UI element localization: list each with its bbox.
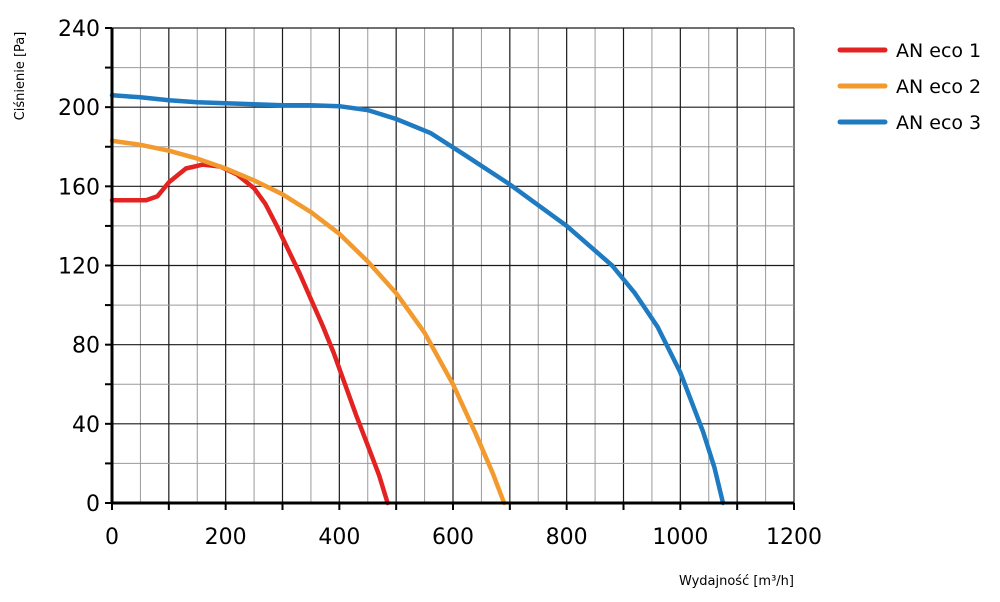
series-line-3 (109, 93, 726, 506)
x-tick-label: 200 (205, 525, 247, 550)
series-line-2 (109, 138, 507, 506)
x-tick-label: 400 (318, 525, 360, 550)
series-lines (109, 93, 726, 506)
legend-label: AN eco 3 (896, 112, 981, 134)
x-tick-label: 1000 (652, 525, 708, 550)
y-tick-label: 0 (86, 492, 100, 517)
y-tick-label: 80 (72, 334, 100, 359)
series-line-1 (109, 162, 390, 506)
legend: AN eco 1 AN eco 2 AN eco 3 (837, 40, 981, 134)
y-tick-label: 200 (58, 96, 100, 121)
tick-labels: 0 200 400 600 800 1000 1200 0 40 80 120 160 200 240 (58, 17, 822, 550)
grid (111, 27, 795, 504)
x-tick-label: 600 (432, 525, 474, 550)
x-axis-label: Wydajność [m³/h] (679, 574, 794, 589)
y-tick-label: 40 (72, 413, 100, 438)
axes (105, 27, 795, 510)
legend-label: AN eco 1 (896, 40, 981, 62)
y-tick-label: 120 (58, 255, 100, 280)
y-tick-label: 160 (58, 175, 100, 200)
x-tick-label: 1200 (766, 525, 822, 550)
x-tick-label: 0 (105, 525, 119, 550)
x-tick-label: 800 (546, 525, 588, 550)
y-axis-label: Ciśnienie [Pa] (13, 32, 28, 121)
legend-label: AN eco 2 (896, 76, 981, 98)
y-tick-label: 240 (58, 17, 100, 42)
